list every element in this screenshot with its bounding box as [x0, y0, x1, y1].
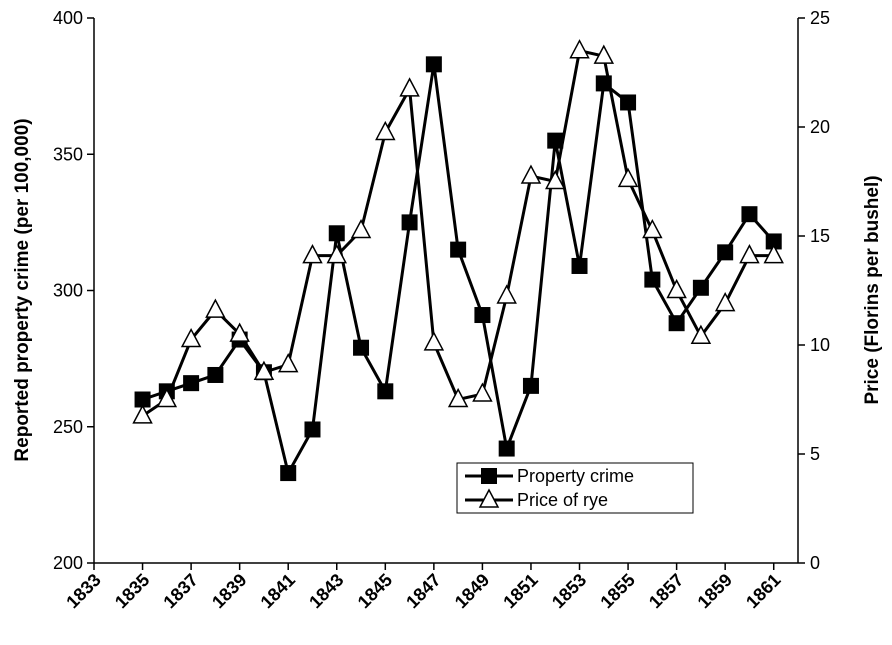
point — [353, 339, 370, 356]
x-tick-label: 1833 — [62, 570, 104, 612]
point — [304, 421, 321, 438]
point — [617, 167, 639, 188]
point — [717, 244, 734, 261]
point — [668, 315, 685, 332]
point — [401, 214, 418, 231]
point — [642, 218, 663, 239]
y2-tick-label: 15 — [810, 226, 830, 246]
point — [692, 279, 709, 296]
point — [666, 278, 687, 299]
point — [644, 271, 661, 288]
legend-label: Price of rye — [517, 490, 608, 510]
point — [205, 298, 226, 318]
x-tick-label: 1843 — [305, 570, 347, 612]
series-line — [142, 64, 775, 478]
x-tick-label: 1857 — [645, 570, 687, 612]
point — [280, 465, 297, 482]
point — [375, 120, 396, 141]
point — [474, 307, 491, 324]
x-tick-label: 1861 — [742, 570, 784, 612]
x-tick-label: 1859 — [694, 570, 736, 612]
point — [207, 366, 224, 383]
point — [423, 331, 445, 351]
point — [328, 225, 345, 242]
point — [377, 383, 394, 400]
y2-tick-label: 20 — [810, 117, 830, 137]
x-tick-label: 1847 — [402, 570, 444, 612]
point — [498, 440, 515, 457]
y2-tick-label: 10 — [810, 335, 830, 355]
point — [472, 382, 493, 402]
x-tick-label: 1837 — [159, 570, 201, 612]
legend-marker — [481, 468, 497, 484]
x-tick-label: 1851 — [499, 570, 541, 612]
point — [183, 375, 200, 392]
point — [326, 244, 348, 264]
y-tick-label: 300 — [53, 281, 83, 301]
y-axis-label: Reported property crime (per 100,000) — [12, 118, 33, 461]
point — [350, 218, 372, 239]
point — [544, 169, 566, 190]
y2-axis-label: Price (Florins per bushel) — [862, 175, 883, 404]
x-tick-label: 1849 — [451, 570, 493, 612]
y2-tick-label: 0 — [810, 553, 820, 573]
point — [520, 164, 542, 184]
y2-tick-label: 25 — [810, 8, 830, 28]
x-tick-label: 1839 — [208, 570, 250, 612]
point — [180, 327, 202, 348]
point — [620, 94, 637, 111]
point — [547, 132, 564, 149]
y-tick-label: 250 — [53, 417, 83, 437]
point — [450, 241, 467, 258]
point — [765, 233, 782, 250]
y-tick-label: 200 — [53, 553, 83, 573]
x-tick-label: 1841 — [257, 570, 299, 612]
y2-tick-label: 5 — [810, 444, 820, 464]
point — [253, 360, 275, 380]
series-line — [141, 48, 774, 418]
point — [277, 353, 299, 373]
x-tick-label: 1845 — [354, 570, 396, 612]
point — [593, 44, 615, 64]
point — [714, 291, 736, 312]
point — [399, 77, 420, 97]
x-tick-label: 1855 — [596, 570, 638, 612]
y-tick-label: 350 — [53, 144, 83, 164]
point — [741, 206, 758, 223]
point — [425, 56, 442, 73]
point — [739, 244, 760, 264]
point — [496, 284, 517, 304]
legend-label: Property crime — [517, 466, 634, 486]
x-tick-label: 1835 — [111, 570, 153, 612]
point — [447, 387, 469, 408]
point — [156, 387, 178, 408]
point — [595, 75, 612, 92]
x-tick-label: 1853 — [548, 570, 590, 612]
point — [522, 377, 539, 394]
point — [763, 244, 784, 264]
point — [134, 391, 151, 408]
point — [569, 39, 590, 59]
y-tick-label: 400 — [53, 8, 83, 28]
point — [571, 257, 588, 274]
point — [690, 324, 712, 345]
point — [229, 322, 250, 342]
legend-marker — [478, 488, 500, 508]
point — [132, 404, 153, 424]
point — [302, 244, 323, 264]
